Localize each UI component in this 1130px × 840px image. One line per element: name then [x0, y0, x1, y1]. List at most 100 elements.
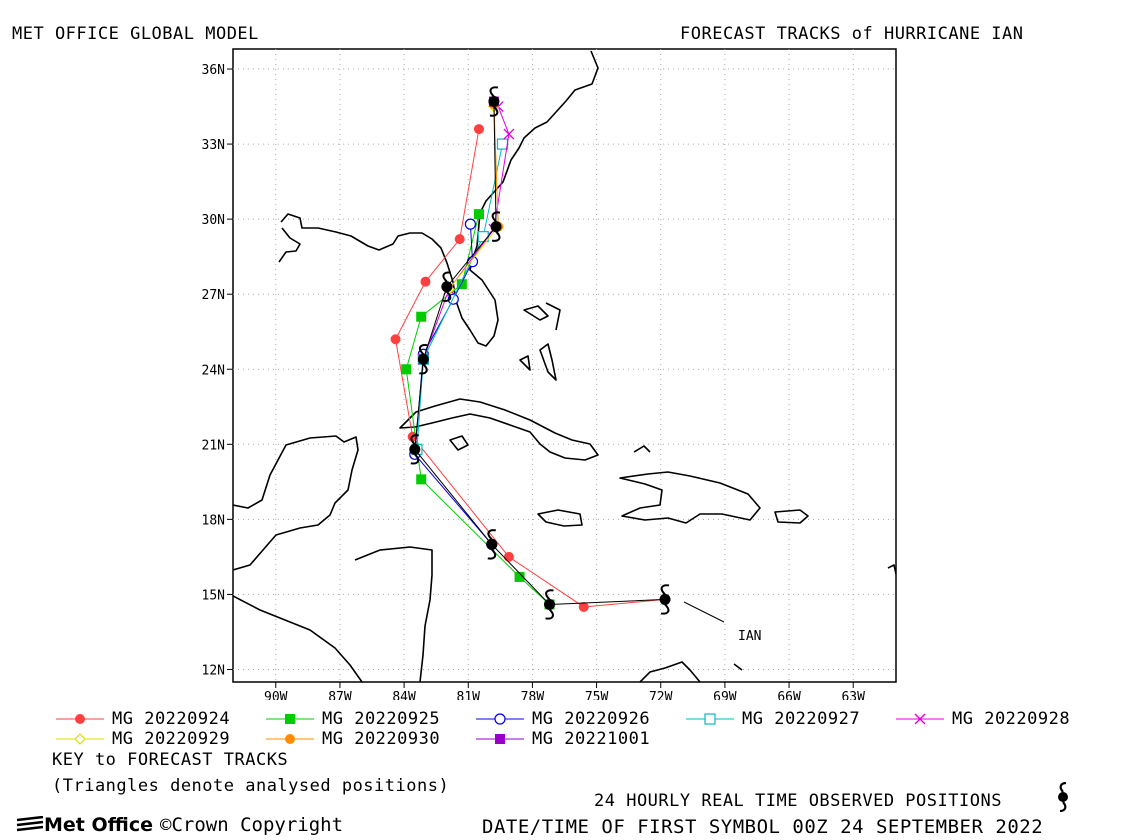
lat-tick-label: 27N	[202, 288, 225, 303]
legend-swatch	[896, 713, 944, 725]
hurricane-symbol-icon	[659, 584, 671, 615]
lat-tick-label: 15N	[202, 588, 225, 603]
track-point	[914, 713, 926, 725]
observed-arm	[491, 230, 501, 242]
lat-tick-label: 33N	[202, 138, 225, 153]
coast-florida	[280, 213, 499, 347]
legend-swatch	[56, 733, 104, 745]
track-point	[496, 138, 509, 150]
coast-bahamas-3	[539, 343, 557, 381]
track-point	[473, 209, 484, 220]
track-point	[503, 551, 514, 562]
observed-arm	[491, 211, 501, 223]
track-point	[416, 311, 427, 322]
legend-label: MG 20220925	[322, 709, 441, 729]
coast-bahamas-1	[523, 305, 549, 321]
legend-note: (Triangles denote analysed positions)	[52, 776, 450, 796]
graticule	[233, 49, 896, 682]
coast-jamaica	[537, 509, 583, 527]
lat-tick-label: 24N	[202, 363, 225, 378]
map-frame	[232, 48, 897, 683]
track-point	[578, 601, 589, 612]
track-point	[494, 713, 506, 725]
track-point	[285, 714, 295, 724]
header-left-title: MET OFFICE GLOBAL MODEL	[12, 24, 259, 44]
coast-puerto-rico	[774, 509, 809, 524]
coast-yucatan	[233, 435, 359, 571]
observed-eye	[486, 538, 498, 550]
lon-tick-label: 75W	[585, 690, 609, 700]
observed-eye	[409, 443, 421, 455]
hurricane-symbol-icon	[486, 529, 498, 560]
coast-honduras	[354, 546, 433, 682]
coast-south-america	[639, 661, 701, 682]
hurricane-symbol-icon	[1058, 782, 1068, 812]
track-point	[514, 571, 525, 582]
copyright-symbol: ©	[160, 814, 172, 836]
copyright-text: Crown Copyright	[171, 814, 344, 836]
lon-tick-label: 72W	[649, 690, 673, 700]
observed-arm	[545, 589, 554, 601]
legend-swatch	[56, 714, 104, 724]
legend-label: MG 20221001	[532, 729, 651, 749]
track-point	[285, 734, 295, 744]
coast-bahamas-5	[633, 445, 651, 453]
track-point	[495, 734, 505, 744]
lat-tick-label: 18N	[202, 513, 225, 528]
lon-tick-label: 63W	[841, 690, 865, 700]
track-point	[74, 733, 86, 745]
hurricane-symbol-icon	[441, 271, 453, 302]
track-point	[75, 714, 85, 724]
coast-cuba	[399, 398, 599, 461]
observed-arm	[410, 434, 419, 446]
lon-tick-label: 69W	[713, 690, 737, 700]
coast-bahamas-4	[519, 355, 531, 371]
lon-tick-label: 78W	[521, 690, 545, 700]
observed-arm	[660, 584, 670, 596]
first-symbol-datetime: DATE/TIME OF FIRST SYMBOL 00Z 24 SEPTEMB…	[482, 816, 1044, 838]
legend-label: MG 20220927	[742, 709, 861, 729]
track-point	[401, 364, 412, 375]
met-office-logo: Met Office	[16, 814, 153, 836]
lon-tick-label: 90W	[264, 690, 288, 700]
legend-swatch	[266, 734, 314, 744]
observed-arm	[487, 548, 497, 560]
observed-arm	[442, 271, 452, 283]
track-point	[390, 334, 401, 345]
legend-label: MG 20220929	[112, 729, 231, 749]
coastlines	[233, 50, 896, 682]
track-point	[477, 231, 489, 243]
observed-arm	[418, 344, 428, 355]
forecast-track-map: IAN 12N 15N 18N 21N 24N 27N 30N 33N 36N 90W 87W 84W…	[202, 48, 897, 700]
legend-label: MG 20220928	[952, 709, 1071, 729]
coast-lesser-antilles	[887, 564, 896, 575]
hurricane-symbol-icon	[417, 344, 429, 375]
lon-tick-label: 81W	[457, 690, 481, 700]
observed-eye	[488, 96, 500, 108]
met-office-logo-text: Met Office	[44, 814, 153, 836]
hurricane-symbol-icon	[488, 86, 500, 117]
forecast-track-line	[416, 143, 503, 450]
lat-tick-label: 30N	[202, 213, 225, 228]
lat-tick-label: 12N	[202, 663, 225, 678]
hurricane-symbol-icon	[544, 589, 556, 620]
legend-label: MG 20220924	[112, 709, 231, 729]
legend-label: MG 20220930	[322, 729, 441, 749]
observed-arm	[489, 86, 499, 98]
track-point	[503, 128, 515, 140]
legend-swatch	[476, 713, 524, 725]
observed-arm	[489, 105, 499, 117]
lon-tick-label: 87W	[328, 690, 352, 700]
met-office-waves-icon	[16, 815, 44, 832]
copyright: ©Crown Copyright	[160, 814, 343, 836]
observed-arm	[442, 290, 452, 302]
track-point	[464, 218, 476, 230]
coast-central-america	[233, 595, 363, 682]
lat-tick-label: 21N	[202, 438, 225, 453]
header-right-title: FORECAST TRACKS of HURRICANE IAN	[680, 24, 1024, 44]
observed-arm	[419, 363, 428, 375]
coast-isla-juventud	[449, 435, 469, 451]
forecast-track-line	[395, 128, 666, 608]
observed-positions-label: 24 HOURLY REAL TIME OBSERVED POSITIONS	[594, 791, 1002, 811]
legend-label: MG 20220926	[532, 709, 651, 729]
